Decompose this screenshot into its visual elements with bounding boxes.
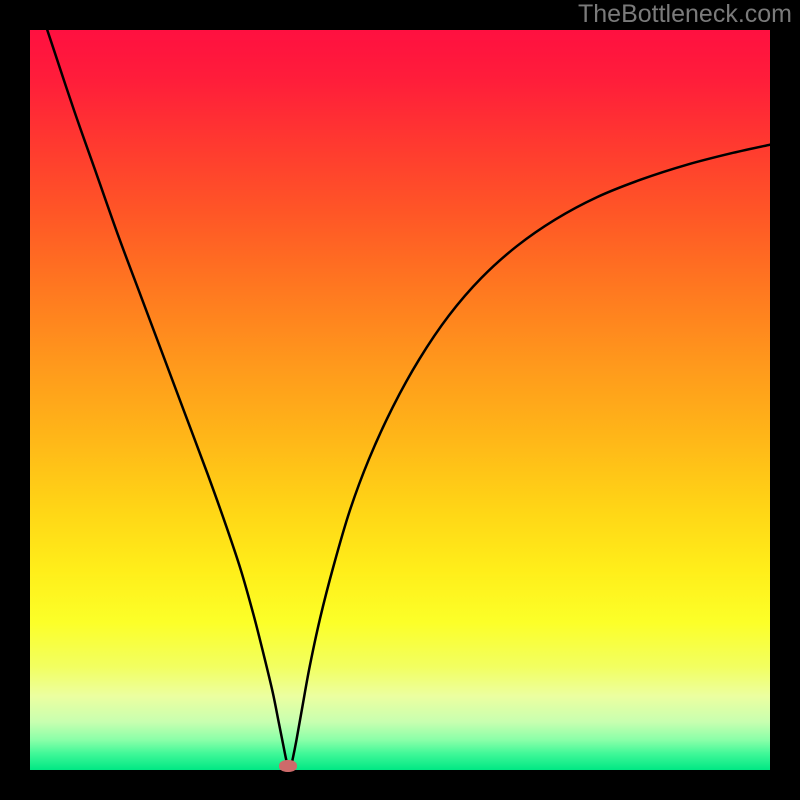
plot-area (30, 30, 770, 770)
plot-svg (30, 30, 770, 770)
bottleneck-curve (37, 30, 770, 769)
min-marker (279, 760, 297, 772)
chart-frame: TheBottleneck.com (0, 0, 800, 800)
watermark-text: TheBottleneck.com (578, 0, 792, 29)
